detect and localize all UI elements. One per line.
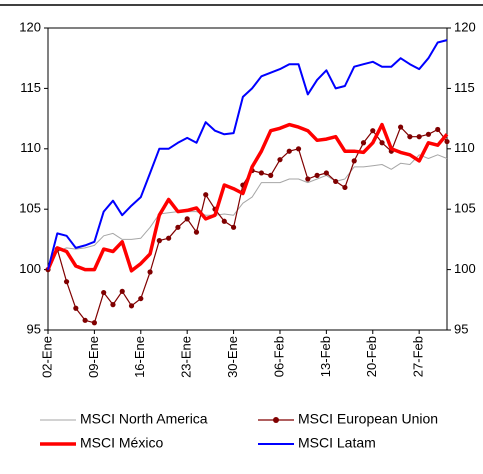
series-marker [101, 289, 107, 296]
y-tick-label: 110 [20, 140, 41, 155]
series-marker [360, 140, 367, 146]
series-marker [221, 218, 227, 224]
legend-marker [273, 417, 279, 423]
y2-tick-label: 120 [454, 19, 476, 34]
series-marker [351, 158, 357, 164]
series-marker [435, 126, 441, 133]
series-marker [416, 134, 422, 140]
series-marker [230, 224, 237, 230]
x-tick-label: 06-Feb [271, 336, 286, 377]
series-marker [333, 178, 339, 185]
x-tick-label: 16-Ene [132, 336, 147, 378]
series-marker [119, 288, 125, 294]
series-marker [138, 295, 144, 302]
y2-tick-label: 95 [454, 321, 468, 336]
series-line [47, 154, 448, 270]
series-marker [63, 279, 70, 285]
series-marker [73, 305, 79, 311]
series-line [47, 39, 448, 270]
y2-tick-label: 115 [454, 80, 475, 95]
series-marker [425, 131, 432, 137]
y2-tick-label: 100 [454, 261, 476, 276]
x-tick-label: 13-Feb [318, 336, 333, 377]
series-marker [156, 238, 162, 244]
series-marker [407, 134, 413, 140]
series-marker [203, 192, 209, 198]
x-tick-label: 09-Ene [86, 336, 101, 378]
x-tick-label: 02-Ene [39, 336, 54, 378]
y-tick-label: 120 [19, 19, 41, 34]
x-tick-label: 30-Ene [225, 336, 240, 378]
series-marker [82, 317, 88, 323]
series-marker [370, 128, 376, 134]
y-tick-label: 100 [19, 261, 41, 276]
series-marker [193, 229, 200, 235]
y2-tick-label: 105 [454, 201, 476, 216]
series-marker [258, 170, 265, 176]
x-tick-label: 23-Ene [179, 336, 194, 378]
series-marker [342, 184, 348, 191]
series-marker [147, 269, 153, 275]
legend-label: MSCI European Union [298, 411, 438, 427]
x-tick-label: 20-Feb [364, 336, 379, 377]
series-marker [175, 224, 181, 230]
series-line [46, 122, 449, 273]
y2-tick-label: 110 [454, 140, 475, 155]
y-tick-label: 105 [19, 201, 41, 216]
series-marker [305, 176, 311, 182]
series-marker [314, 172, 320, 178]
series-marker [444, 138, 450, 145]
plot-frame [47, 27, 448, 331]
series-marker [268, 172, 274, 178]
series-marker [323, 170, 329, 176]
series-marker [91, 320, 97, 326]
legend-label: MSCI Latam [298, 435, 376, 451]
series-marker [128, 303, 135, 309]
series-marker [166, 235, 172, 241]
series-marker [286, 148, 292, 154]
y-tick-label: 115 [20, 80, 41, 95]
legend-label: MSCI México [80, 435, 163, 451]
series-marker [295, 146, 302, 152]
y-tick-label: 95 [27, 321, 41, 336]
x-tick-label: 27-Feb [411, 336, 426, 377]
series-line [47, 126, 448, 324]
series-marker [184, 216, 190, 222]
series-marker [379, 140, 385, 146]
series-marker [398, 124, 404, 130]
legend-label: MSCI North America [80, 411, 208, 427]
series-marker [277, 157, 283, 163]
series-marker [110, 302, 116, 308]
